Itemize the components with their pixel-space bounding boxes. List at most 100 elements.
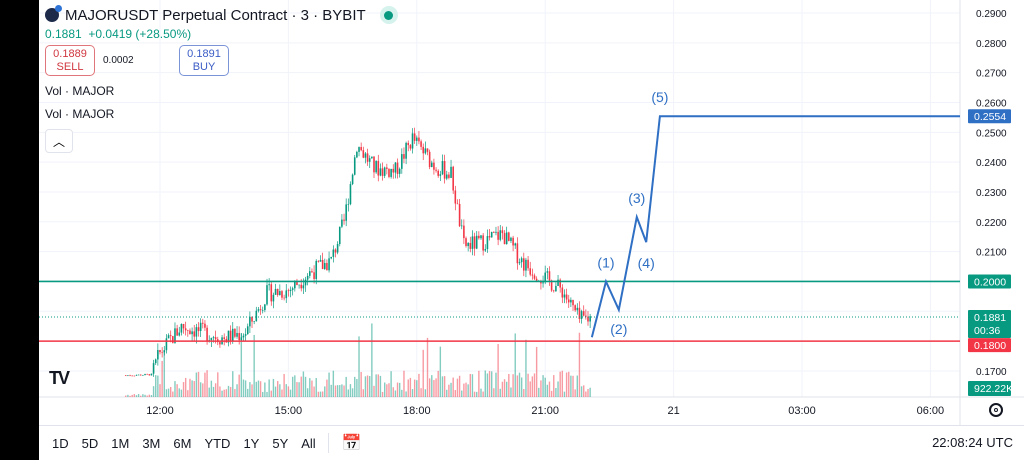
- candle-body: [231, 328, 234, 342]
- volume-bar: [152, 386, 155, 397]
- candle-body: [326, 262, 328, 271]
- volume-bar: [428, 378, 431, 397]
- volume-bar: [176, 384, 178, 397]
- volume-bar: [544, 377, 546, 397]
- volume-bar: [488, 371, 491, 397]
- candle-body: [523, 258, 525, 271]
- volume-bar: [277, 381, 279, 397]
- candle-body: [223, 337, 225, 339]
- range-all[interactable]: All: [301, 435, 316, 451]
- settings-icon[interactable]: [989, 403, 1003, 417]
- volume-bar: [266, 391, 268, 397]
- volume-bar: [161, 360, 163, 397]
- volume-bar: [576, 375, 578, 397]
- candle-body: [358, 147, 360, 152]
- candle-body: [255, 310, 258, 322]
- volume-indicator-label[interactable]: Vol · MAJOR: [45, 84, 115, 98]
- time-tick: 15:00: [275, 405, 303, 417]
- last-price: 0.1881: [45, 27, 82, 41]
- candle-body: [204, 323, 206, 328]
- volume-bar: [501, 381, 504, 397]
- volume-bar: [287, 386, 290, 397]
- volume-bar: [433, 380, 435, 397]
- candle-body: [298, 284, 300, 286]
- candle-body: [533, 275, 536, 279]
- volume-bar: [426, 337, 429, 397]
- volume-bar: [332, 370, 335, 397]
- volume-bar: [469, 373, 471, 397]
- volume-bar: [127, 394, 129, 397]
- volume-bar: [274, 386, 277, 397]
- candle-body: [302, 285, 305, 289]
- volume-bar: [283, 374, 285, 397]
- volume-bar: [148, 394, 150, 397]
- volume-bar: [512, 374, 514, 397]
- candle-body: [565, 294, 568, 300]
- buy-price: 0.1891: [187, 48, 221, 60]
- price-chart[interactable]: (1) (2) (3) (4) (5) 0.2900 0.2800 0.2700 0.2600 0…: [39, 0, 1024, 425]
- symbol-title: MAJORUSDT Perpetual Contract · 3 · BYBIT: [65, 6, 366, 24]
- range-ytd[interactable]: YTD: [204, 435, 231, 451]
- volume-bar: [394, 390, 397, 397]
- candle-body: [180, 323, 183, 333]
- candle-body: [570, 299, 572, 303]
- candle-body: [458, 203, 461, 227]
- candle-body: [317, 260, 320, 262]
- candle-body: [229, 330, 232, 342]
- candle-body: [334, 249, 337, 253]
- clock[interactable]: 22:08:24 UTC: [932, 435, 1013, 450]
- volume-indicator-label[interactable]: Vol · MAJOR: [45, 107, 115, 121]
- volume-bar: [390, 371, 392, 397]
- volume-bar: [538, 387, 540, 397]
- candle-body: [401, 154, 403, 169]
- volume-bar: [182, 382, 185, 397]
- candle-body: [366, 153, 369, 162]
- candle-body: [529, 268, 532, 275]
- volume-bar: [208, 387, 210, 397]
- volume-bar: [174, 381, 176, 397]
- symbol-logo-icon: [45, 5, 62, 22]
- range-5d[interactable]: 5D: [81, 435, 99, 451]
- collapse-indicators-button[interactable]: ︿: [45, 129, 73, 153]
- volume-bar: [559, 371, 561, 397]
- volume-bar: [523, 389, 525, 397]
- volume-bar: [238, 374, 240, 397]
- candle-body: [557, 279, 559, 286]
- volume-bar: [157, 375, 159, 397]
- candle-body: [353, 157, 356, 175]
- candle-body: [154, 359, 157, 364]
- range-1m[interactable]: 1M: [111, 435, 130, 451]
- candle-body: [373, 156, 375, 173]
- volume-bar: [366, 375, 369, 397]
- candle-body: [195, 327, 198, 337]
- go-to-date-icon[interactable]: 📅: [341, 435, 362, 452]
- candle-body: [418, 137, 420, 142]
- candle-body: [430, 162, 433, 167]
- candle-body: [525, 259, 527, 271]
- symbol-header[interactable]: MAJORUSDT Perpetual Contract · 3 · BYBIT: [45, 5, 398, 24]
- buy-button[interactable]: 0.1891 BUY: [179, 45, 229, 76]
- tradingview-logo[interactable]: TV: [49, 368, 70, 388]
- range-1y[interactable]: 1Y: [243, 435, 260, 451]
- candle-body: [499, 230, 502, 240]
- sell-button[interactable]: 0.1889 SELL: [45, 45, 95, 76]
- candle-body: [381, 168, 384, 176]
- candle-body: [169, 335, 172, 337]
- volume-bar: [257, 380, 260, 397]
- candle-body: [244, 334, 247, 336]
- candle-body: [349, 184, 352, 205]
- volume-bar: [570, 375, 572, 397]
- range-5y[interactable]: 5Y: [272, 435, 289, 451]
- range-6m[interactable]: 6M: [173, 435, 192, 451]
- range-1d[interactable]: 1D: [52, 435, 69, 451]
- candle-body: [456, 203, 459, 205]
- time-tick: 06:00: [917, 405, 945, 417]
- volume-bar: [163, 351, 165, 397]
- candle-body: [182, 323, 185, 329]
- candle-body: [152, 363, 155, 374]
- range-3m[interactable]: 3M: [142, 435, 161, 451]
- candle-body: [443, 161, 446, 179]
- price-tick: 0.2200: [976, 218, 1007, 229]
- volume-bar: [499, 388, 501, 397]
- volume-bar: [422, 349, 424, 397]
